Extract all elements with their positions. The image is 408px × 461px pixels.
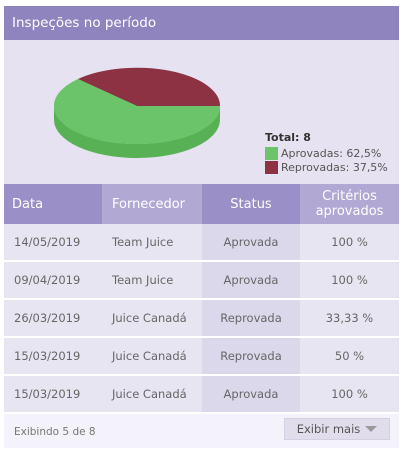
cell-status: Aprovada: [202, 376, 300, 412]
pie-slice-reprovadas: [78, 67, 221, 106]
cell-status: Reprovada: [202, 300, 300, 336]
chevron-down-icon: [365, 426, 378, 432]
cell-status: Reprovada: [202, 338, 300, 374]
legend-label-aprovadas: Aprovadas: 62,5%: [281, 146, 382, 160]
legend-swatch-red: [265, 160, 278, 174]
legend-swatch-green: [265, 146, 278, 160]
legend-item-aprovadas: Aprovadas: 62,5%: [265, 146, 388, 160]
table-body: 14/05/2019 Team Juice Aprovada 100 % 09/…: [4, 224, 399, 414]
table-row[interactable]: 15/03/2019 Juice Canadá Aprovada 100 %: [4, 376, 399, 414]
cell-supplier: Juice Canadá: [112, 311, 187, 325]
show-more-label: Exibir mais: [296, 422, 361, 436]
table-row[interactable]: 26/03/2019 Juice Canadá Reprovada 33,33 …: [4, 300, 399, 338]
th-status[interactable]: Status: [230, 196, 272, 212]
cell-criteria: 50 %: [334, 349, 365, 363]
cell-criteria: 100 %: [331, 273, 368, 287]
legend-total: Total: 8: [265, 131, 388, 144]
legend-total-label: Total:: [265, 131, 300, 144]
pie-slice-green-side: [54, 106, 220, 158]
chart-area: Total: 8 Aprovadas: 62,5% Reprovadas: 37…: [4, 40, 399, 184]
th-criterios[interactable]: Critérios aprovados: [300, 184, 399, 224]
pie-chart: [53, 67, 221, 158]
show-more-button[interactable]: Exibir mais: [284, 418, 390, 440]
cell-status: Aprovada: [202, 224, 300, 260]
cell-supplier: Team Juice: [112, 235, 174, 249]
table-row[interactable]: 14/05/2019 Team Juice Aprovada 100 %: [4, 224, 399, 262]
table-footer: Exibindo 5 de 8 Exibir mais: [4, 414, 399, 448]
legend-label-reprovadas: Reprovadas: 37,5%: [281, 160, 388, 174]
panel-title: Inspeções no período: [4, 6, 399, 40]
legend-item-reprovadas: Reprovadas: 37,5%: [265, 160, 388, 174]
table-row[interactable]: 15/03/2019 Juice Canadá Reprovada 50 %: [4, 338, 399, 376]
cell-supplier: Juice Canadá: [112, 387, 187, 401]
cell-criteria: 100 %: [331, 387, 368, 401]
cell-supplier: Team Juice: [112, 273, 174, 287]
cell-supplier: Juice Canadá: [112, 349, 187, 363]
legend-total-value: 8: [303, 131, 311, 144]
cell-status: Aprovada: [202, 262, 300, 298]
inspections-panel: Inspeções no período Total: 8 Aprovadas:…: [4, 6, 399, 448]
cell-date: 15/03/2019: [14, 349, 81, 363]
cell-criteria: 100 %: [331, 235, 368, 249]
result-count: Exibindo 5 de 8: [14, 426, 96, 438]
cell-date: 09/04/2019: [14, 273, 81, 287]
cell-date: 15/03/2019: [14, 387, 81, 401]
th-fornecedor[interactable]: Fornecedor: [102, 184, 202, 224]
pie-slice-aprovadas: [53, 79, 220, 144]
table-row[interactable]: 09/04/2019 Team Juice Aprovada 100 %: [4, 262, 399, 300]
cell-date: 14/05/2019: [14, 235, 81, 249]
table-header: Data Fornecedor Status Critérios aprovad…: [4, 184, 399, 224]
th-data[interactable]: Data: [12, 196, 44, 212]
cell-date: 26/03/2019: [14, 311, 81, 325]
cell-criteria: 33,33 %: [325, 311, 374, 325]
chart-legend: Total: 8 Aprovadas: 62,5% Reprovadas: 37…: [265, 131, 388, 174]
